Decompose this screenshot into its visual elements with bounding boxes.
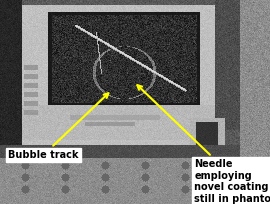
Text: Bubble track: Bubble track [8,93,108,160]
Text: Needle
employing
novel coating
still in phantom: Needle employing novel coating still in … [137,85,270,204]
